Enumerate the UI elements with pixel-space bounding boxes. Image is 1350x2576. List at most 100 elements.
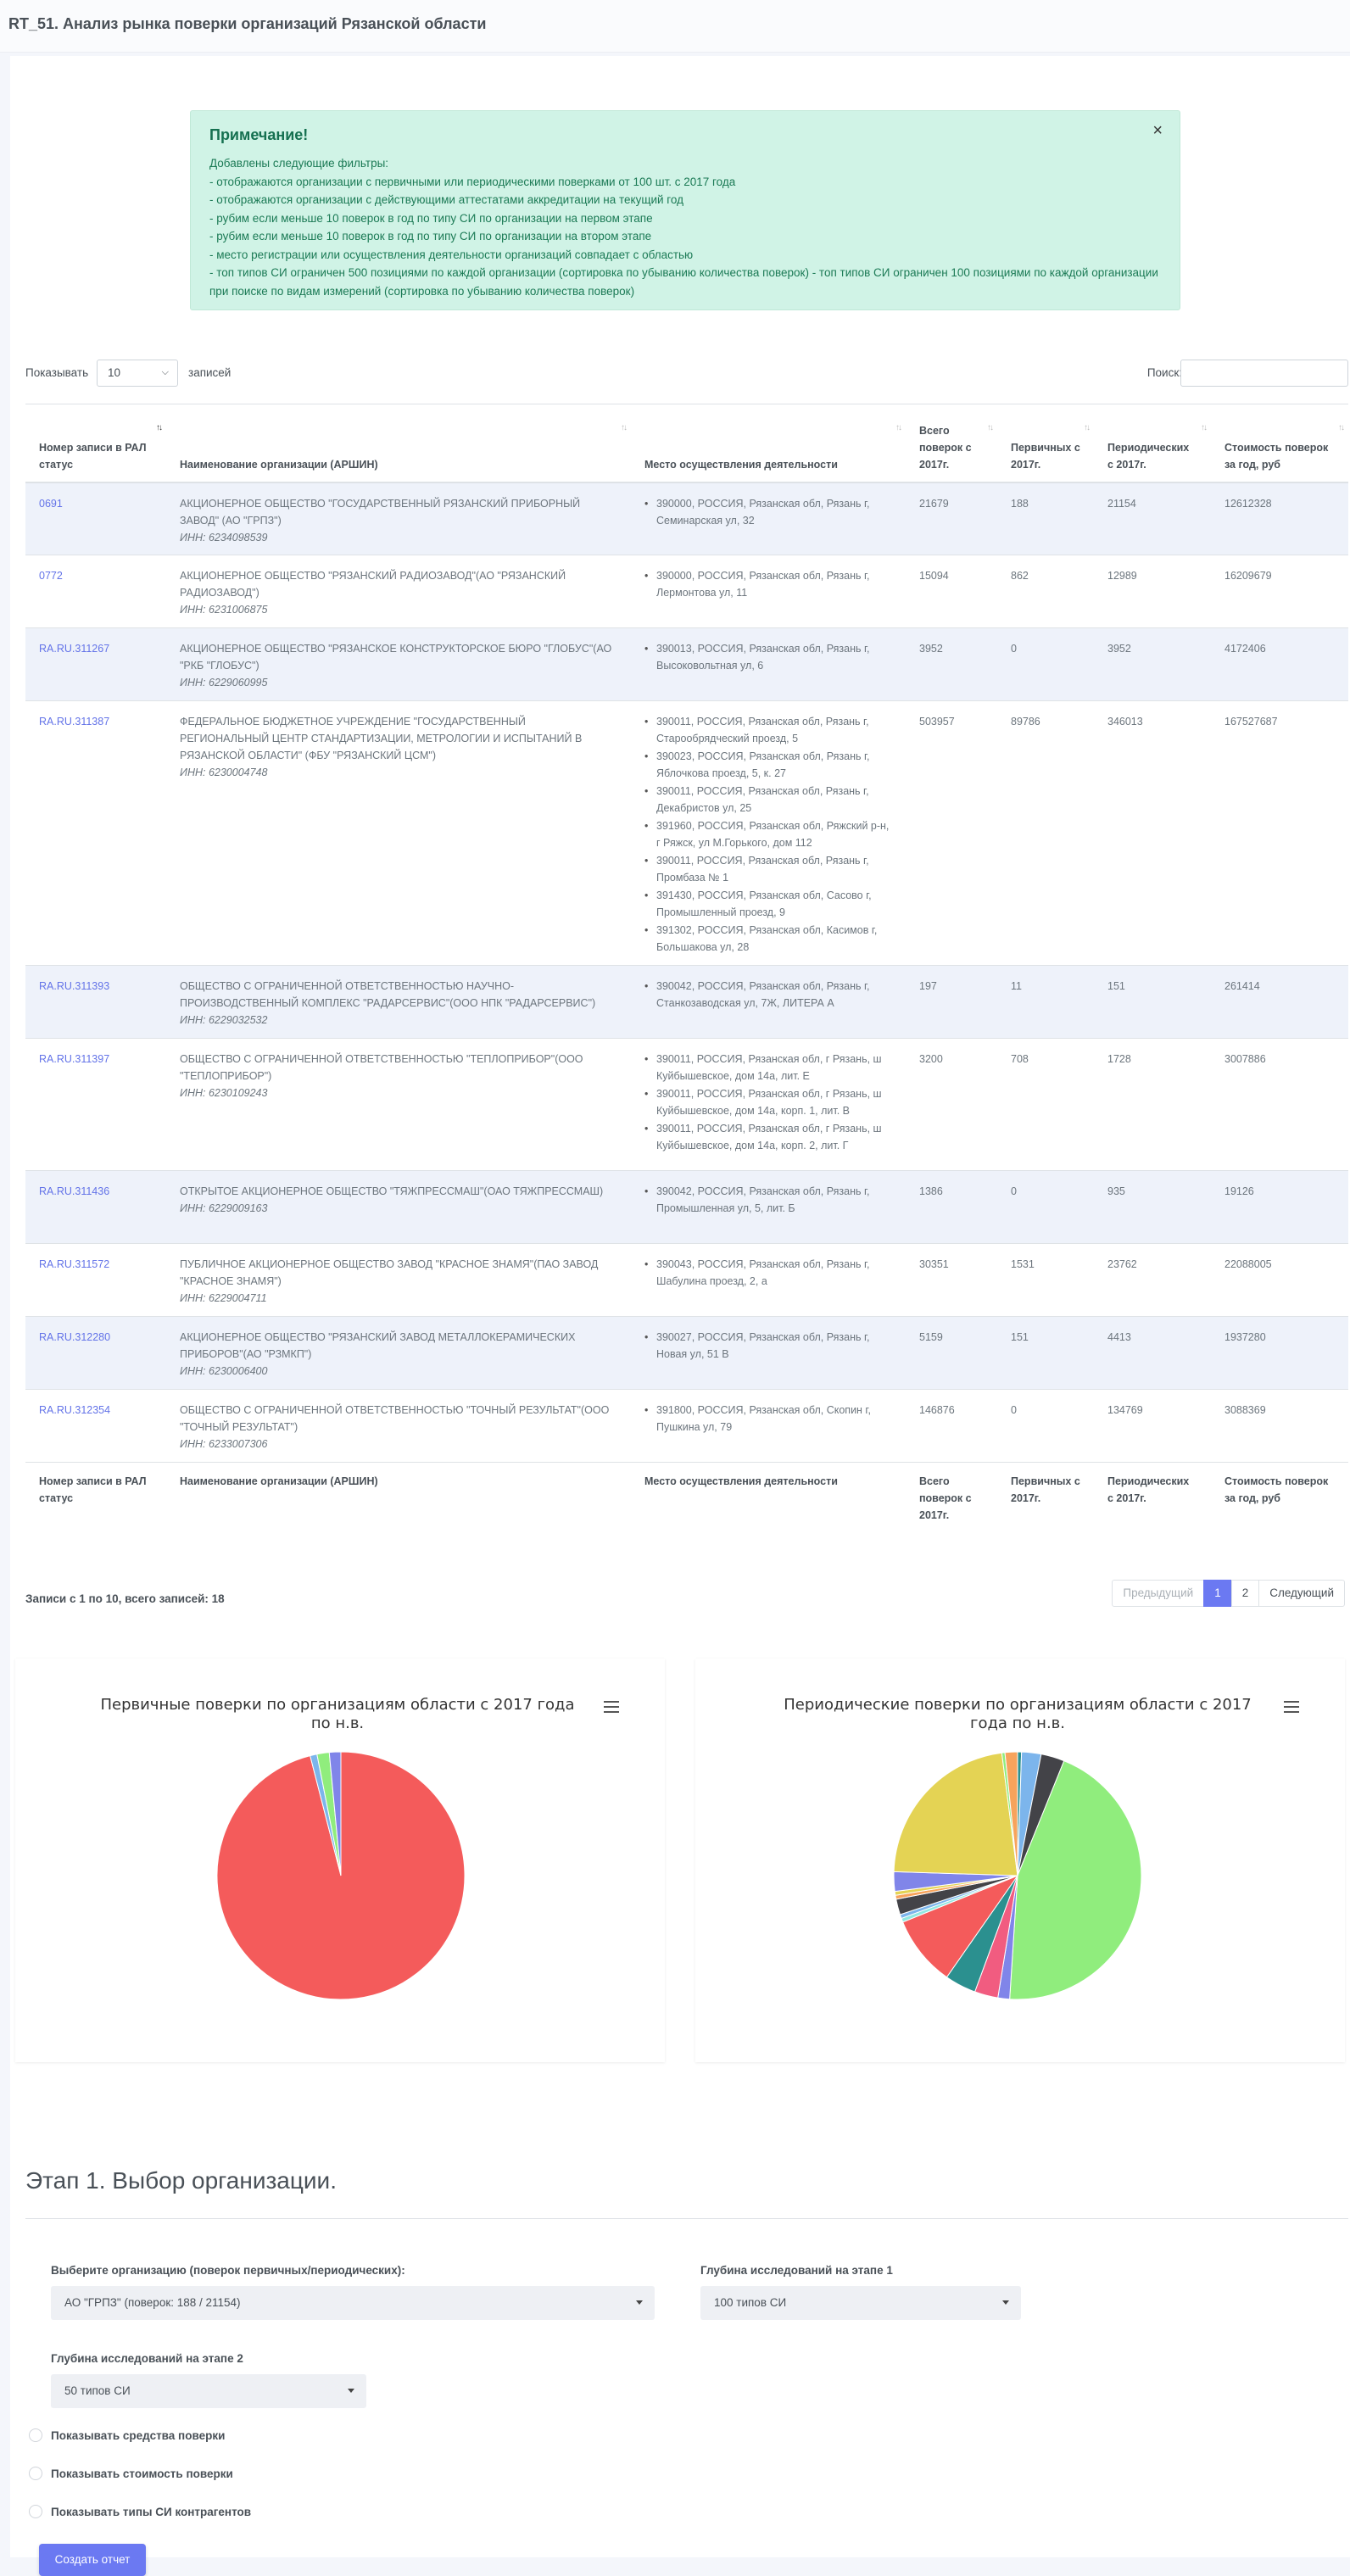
- address-item: 390043, РОССИЯ, Рязанская обл, Рязань г,…: [644, 1256, 892, 1290]
- cost-cell: 261414: [1211, 965, 1348, 1039]
- pie-slice[interactable]: [1004, 1751, 1018, 1876]
- periodic-cell: 3952: [1094, 627, 1211, 701]
- address-item: 391800, РОССИЯ, Рязанская обл, Скопин г,…: [644, 1402, 892, 1436]
- note-line: - рубим если меньше 10 поверок в год по …: [209, 230, 652, 243]
- checkbox-show-counterparty-types[interactable]: Показывать типы СИ контрагентов: [29, 2505, 251, 2518]
- org-inn: ИНН: 6230004748: [180, 767, 268, 778]
- record-link[interactable]: RA.RU.311436: [39, 1185, 110, 1197]
- org-inn: ИНН: 6229009163: [180, 1202, 268, 1214]
- org-cell: АКЦИОНЕРНОЕ ОБЩЕСТВО "РЯЗАНСКИЙ ЗАВОД МЕ…: [166, 1316, 631, 1390]
- table-body: 0691 АКЦИОНЕРНОЕ ОБЩЕСТВО "ГОСУДАРСТВЕННЫ…: [25, 482, 1348, 1463]
- primary-cell: 0: [997, 1389, 1094, 1463]
- records-label: записей: [188, 366, 232, 379]
- column-header[interactable]: Первичных с 2017г. ↑↓: [997, 404, 1094, 483]
- checkbox-show-instruments[interactable]: Показывать средства поверки: [29, 2428, 225, 2442]
- address-cell: 390000, РОССИЯ, Рязанская обл, Рязань г,…: [631, 555, 906, 628]
- org-name: ПУБЛИЧНОЕ АКЦИОНЕРНОЕ ОБЩЕСТВО ЗАВОД "КР…: [180, 1258, 599, 1287]
- column-header[interactable]: Периодических с 2017г. ↑↓: [1094, 404, 1211, 483]
- periodic-pie: [893, 1751, 1142, 2000]
- org-name: АКЦИОНЕРНОЕ ОБЩЕСТВО "ГОСУДАРСТВЕННЫЙ РЯ…: [180, 497, 581, 527]
- create-report-button[interactable]: Создать отчет: [39, 2544, 146, 2576]
- pie-slice[interactable]: [902, 1874, 1019, 1978]
- page-button[interactable]: 1: [1203, 1580, 1232, 1607]
- address-item: 390011, РОССИЯ, Рязанская обл, г Рязань,…: [644, 1051, 892, 1084]
- record-link[interactable]: RA.RU.311572: [39, 1258, 110, 1270]
- table-row: RA.RU.311572 ПУБЛИЧНОЕ АКЦИОНЕРНОЕ ОБЩЕСТ…: [25, 1243, 1348, 1317]
- chevron-down-icon: ⌵: [161, 367, 169, 377]
- note-alert: Примечание! × Добавлены следующие фильтр…: [190, 110, 1180, 310]
- org-select-label: Выберите организацию (поверок первичных/…: [51, 2264, 405, 2277]
- table-footer: Номер записи в РАЛ статус Наименование о…: [25, 1462, 1348, 1534]
- pie-slice[interactable]: [893, 1752, 1018, 1876]
- checkbox-icon[interactable]: [29, 2505, 42, 2518]
- address-list: 390000, РОССИЯ, Рязанская обл, Рязань г,…: [644, 495, 892, 529]
- depth2-select[interactable]: 50 типов СИ: [51, 2374, 366, 2408]
- address-item: 390000, РОССИЯ, Рязанская обл, Рязань г,…: [644, 495, 892, 529]
- next-page-button[interactable]: Следующий: [1258, 1580, 1345, 1607]
- sort-icon: ↑↓: [895, 423, 902, 432]
- periodic-cell: 151: [1094, 965, 1211, 1039]
- menu-icon[interactable]: [604, 1701, 619, 1713]
- periodic-cell: 23762: [1094, 1243, 1211, 1317]
- record-link[interactable]: 0772: [39, 570, 63, 582]
- record-link[interactable]: RA.RU.311267: [39, 643, 110, 655]
- address-cell: 391800, РОССИЯ, Рязанская обл, Скопин г,…: [631, 1389, 906, 1463]
- org-cell: АКЦИОНЕРНОЕ ОБЩЕСТВО "РЯЗАНСКИЙ РАДИОЗАВ…: [166, 555, 631, 628]
- close-icon[interactable]: ×: [1152, 121, 1163, 140]
- record-link[interactable]: RA.RU.312354: [39, 1404, 111, 1416]
- checkbox-icon[interactable]: [29, 2467, 42, 2480]
- table-controls: Показывать 10 ⌵ записей Поиск:: [25, 360, 1348, 388]
- address-cell: 390042, РОССИЯ, Рязанская обл, Рязань г,…: [631, 1170, 906, 1244]
- address-list: 390043, РОССИЯ, Рязанская обл, Рязань г,…: [644, 1256, 892, 1290]
- org-cell: ПУБЛИЧНОЕ АКЦИОНЕРНОЕ ОБЩЕСТВО ЗАВОД "КР…: [166, 1243, 631, 1317]
- record-link[interactable]: RA.RU.311393: [39, 980, 110, 992]
- org-name: АКЦИОНЕРНОЕ ОБЩЕСТВО "РЯЗАНСКОЕ КОНСТРУК…: [180, 643, 612, 672]
- column-header[interactable]: Стоимость поверок за год, руб ↑↓: [1211, 404, 1348, 483]
- page-button[interactable]: 2: [1230, 1580, 1260, 1607]
- address-item: 390011, РОССИЯ, Рязанская обл, г Рязань,…: [644, 1085, 892, 1119]
- address-item: 390011, РОССИЯ, Рязанская обл, Рязань г,…: [644, 713, 892, 747]
- depth1-value: 100 типов СИ: [714, 2296, 787, 2309]
- org-inn: ИНН: 6229060995: [180, 677, 268, 689]
- prev-page-button[interactable]: Предыдущий: [1112, 1580, 1205, 1607]
- table-row: RA.RU.312354 ОБЩЕСТВО С ОГРАНИЧЕННОЙ ОТВЕ…: [25, 1389, 1348, 1463]
- column-header[interactable]: Номер записи в РАЛ статус ↑↓: [25, 404, 166, 483]
- column-header[interactable]: Наименование организации (АРШИН) ↑↓: [166, 404, 631, 483]
- org-name: ОТКРЫТОЕ АКЦИОНЕРНОЕ ОБЩЕСТВО "ТЯЖПРЕССМ…: [180, 1185, 604, 1197]
- table-row: 0691 АКЦИОНЕРНОЕ ОБЩЕСТВО "ГОСУДАРСТВЕННЫ…: [25, 482, 1348, 555]
- pie-slice[interactable]: [328, 1751, 342, 1876]
- cost-cell: 22088005: [1211, 1243, 1348, 1317]
- column-header[interactable]: Всего поверок с 2017г. ↑↓: [906, 404, 997, 483]
- total-cell: 197: [906, 965, 997, 1039]
- menu-icon[interactable]: [1284, 1701, 1299, 1713]
- address-list: 390000, РОССИЯ, Рязанская обл, Рязань г,…: [644, 567, 892, 601]
- column-header[interactable]: Место осуществления деятельности ↑↓: [631, 404, 906, 483]
- address-list: 390042, РОССИЯ, Рязанская обл, Рязань г,…: [644, 1183, 892, 1217]
- record-link[interactable]: RA.RU.311387: [39, 716, 110, 728]
- org-inn: ИНН: 6233007306: [180, 1438, 268, 1450]
- org-cell: ОБЩЕСТВО С ОГРАНИЧЕННОЙ ОТВЕТСТВЕННОСТЬЮ…: [166, 965, 631, 1039]
- note-title: Примечание!: [209, 126, 309, 143]
- record-cell: RA.RU.311397: [25, 1038, 166, 1171]
- page-length-select[interactable]: 10 ⌵: [97, 360, 178, 387]
- record-link[interactable]: RA.RU.312280: [39, 1331, 111, 1343]
- depth1-select[interactable]: 100 типов СИ: [700, 2286, 1021, 2320]
- periodic-cell: 1728: [1094, 1038, 1211, 1171]
- periodic-cell: 346013: [1094, 700, 1211, 966]
- record-link[interactable]: RA.RU.311397: [39, 1053, 110, 1065]
- org-select[interactable]: АО "ГРПЗ" (поверок: 188 / 21154): [51, 2286, 655, 2320]
- periodic-cell: 4413: [1094, 1316, 1211, 1390]
- address-list: 390011, РОССИЯ, Рязанская обл, г Рязань,…: [644, 1051, 892, 1154]
- pie-slice[interactable]: [1009, 1760, 1142, 2000]
- note-line: - место регистрации или осуществления де…: [209, 248, 694, 261]
- note-line: - рубим если меньше 10 поверок в год по …: [209, 211, 653, 225]
- total-cell: 30351: [906, 1243, 997, 1317]
- checkbox-icon[interactable]: [29, 2428, 42, 2442]
- checkbox-show-cost[interactable]: Показывать стоимость поверки: [29, 2467, 233, 2480]
- address-cell: 390011, РОССИЯ, Рязанская обл, г Рязань,…: [631, 1038, 906, 1171]
- sort-asc-icon: ↑↓: [156, 423, 163, 432]
- periodic-cell: 12989: [1094, 555, 1211, 628]
- main-card: Примечание! × Добавлены следующие фильтр…: [10, 56, 1350, 2576]
- search-input[interactable]: [1180, 360, 1348, 387]
- record-link[interactable]: 0691: [39, 497, 63, 510]
